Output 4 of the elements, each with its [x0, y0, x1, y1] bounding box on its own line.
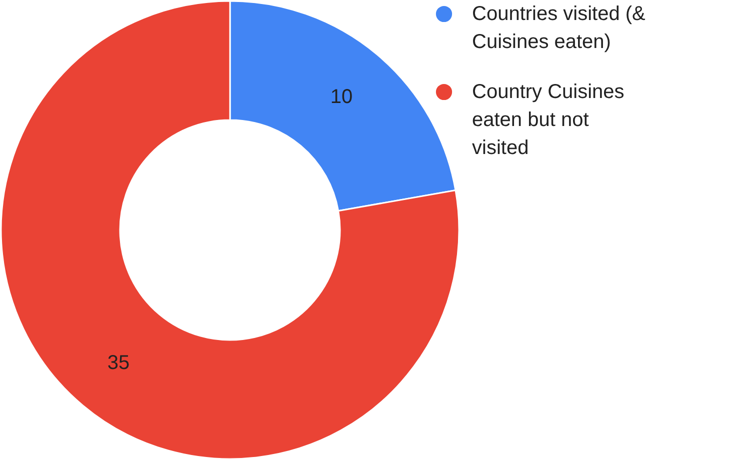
- legend-label: Countries visited (& Cuisines eaten): [472, 3, 646, 53]
- legend-label: Country Cuisines eaten but not visited: [472, 81, 624, 159]
- data-label: 10: [330, 86, 353, 108]
- data-label: 35: [107, 352, 130, 374]
